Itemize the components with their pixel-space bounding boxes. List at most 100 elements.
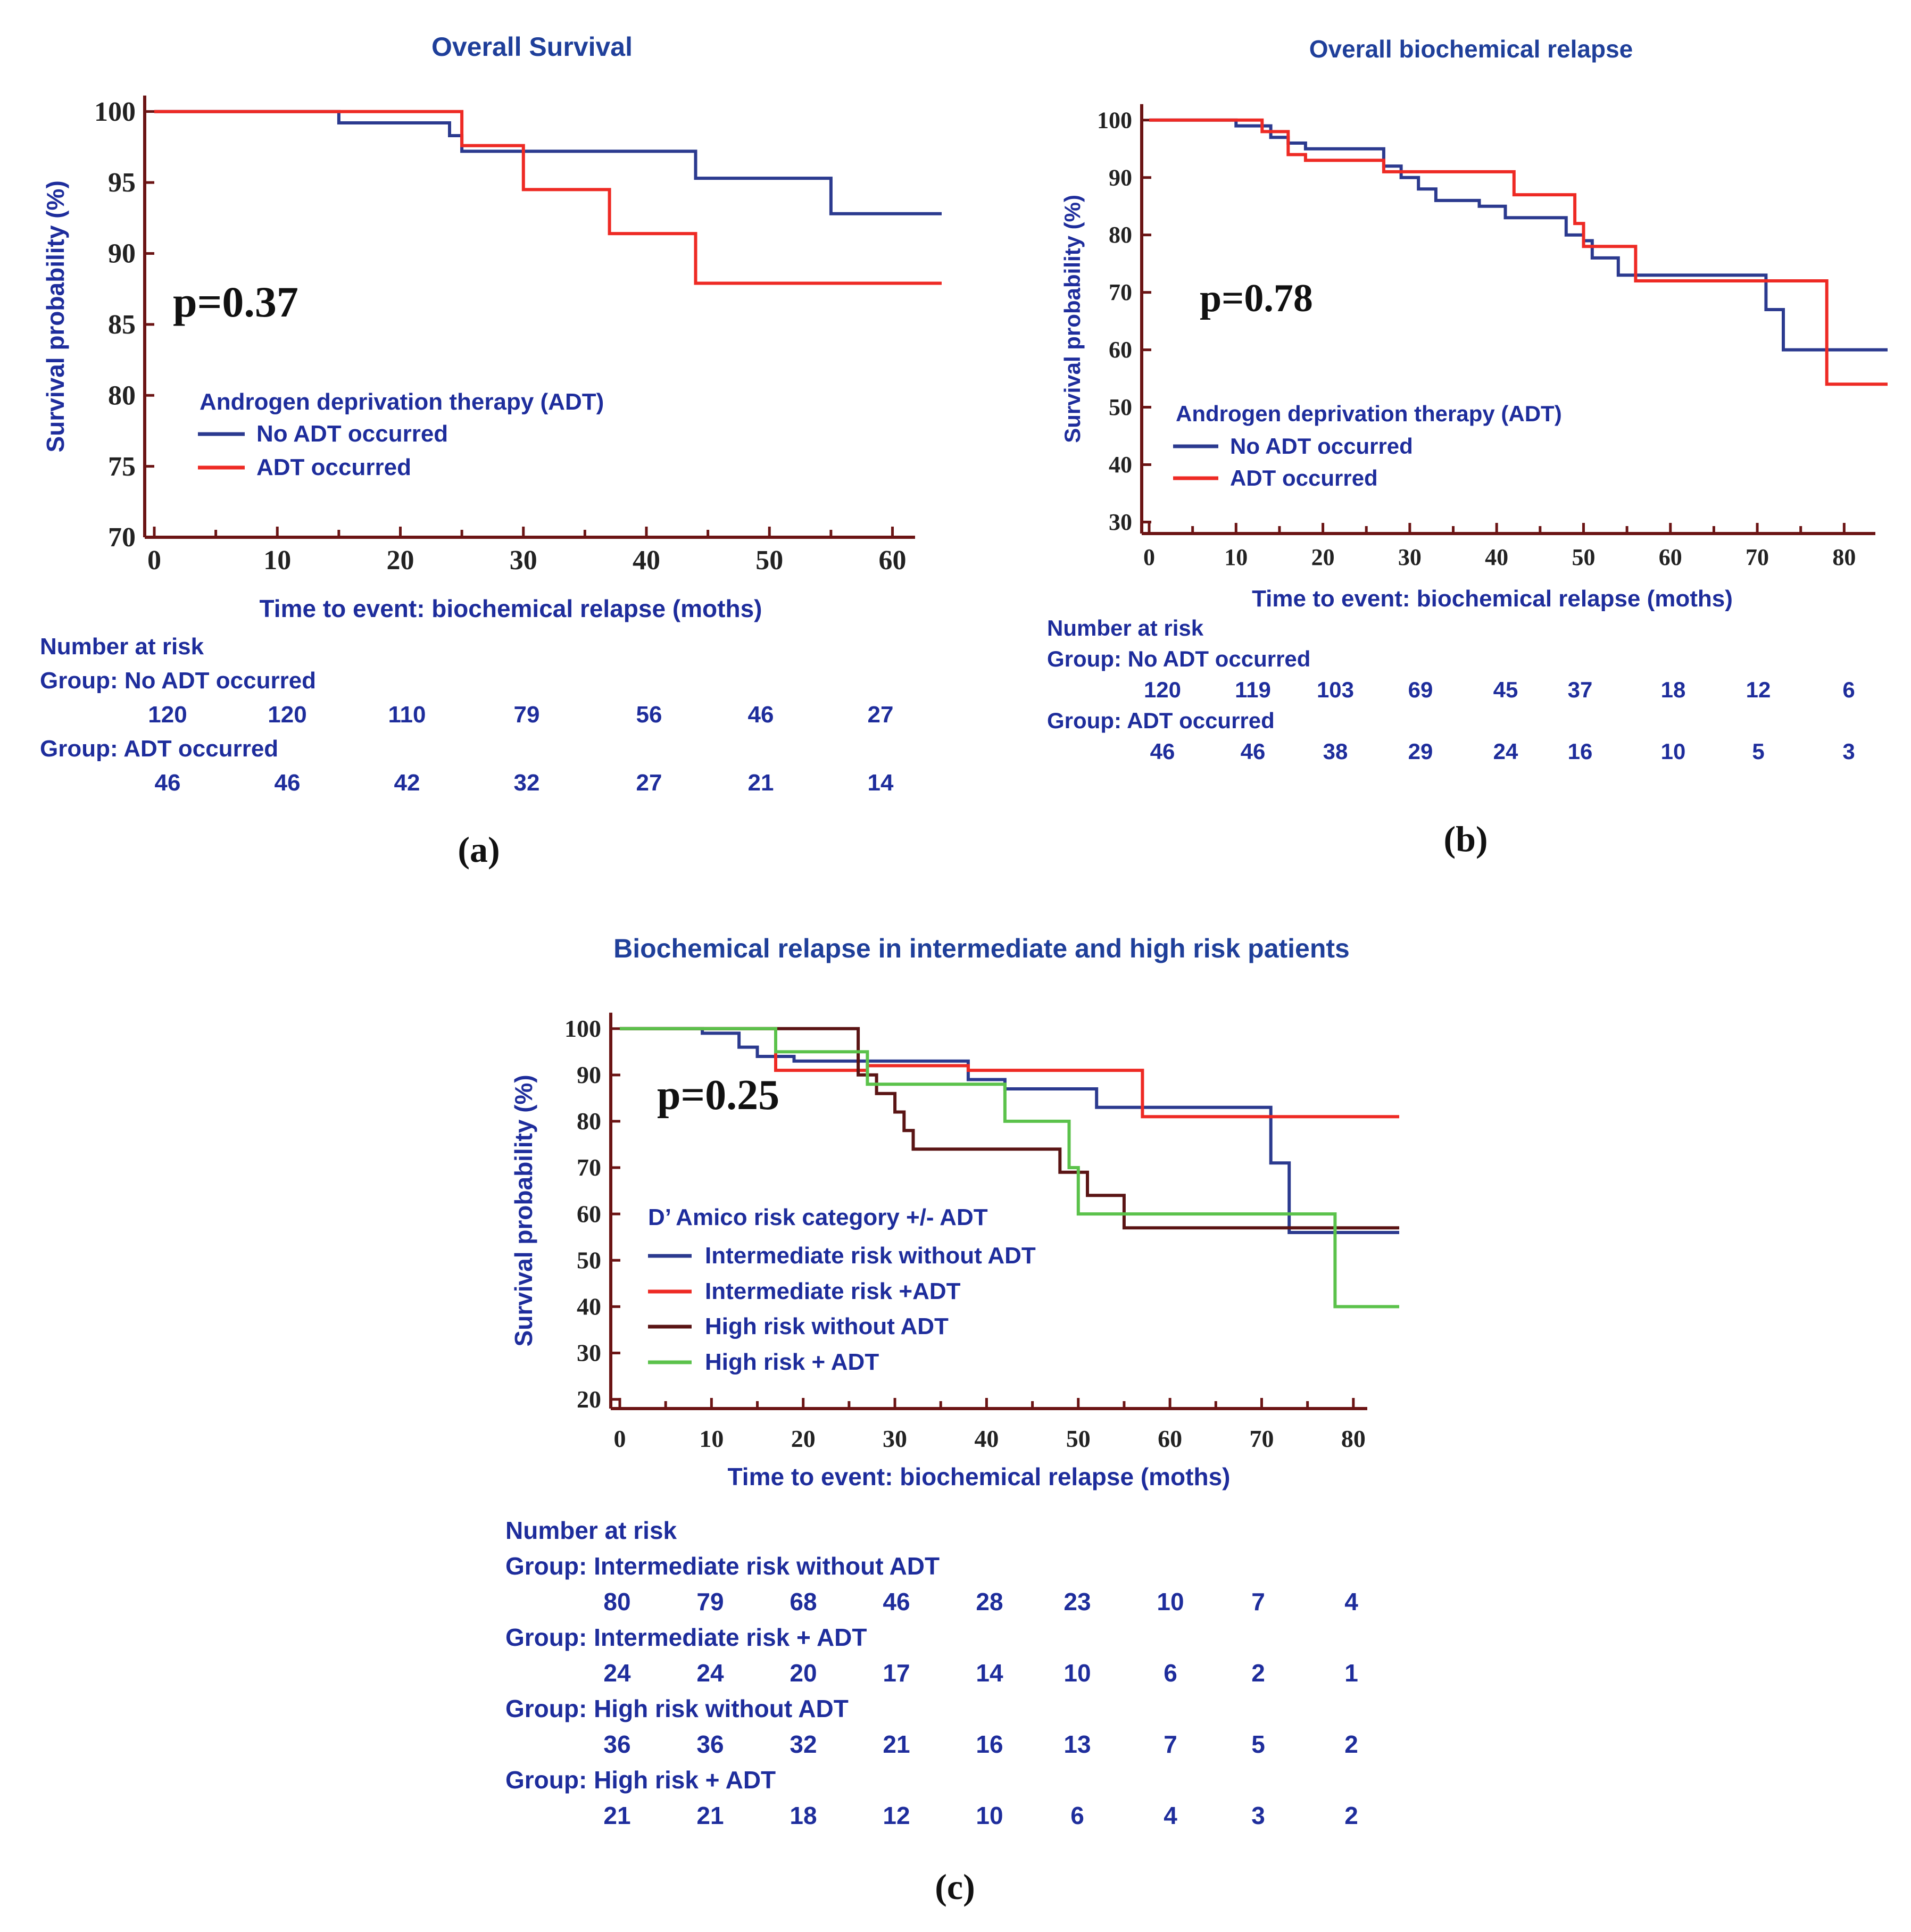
- risk-value: 103: [1317, 677, 1354, 702]
- risk-value: 7: [1164, 1730, 1177, 1758]
- risk-value: 3: [1251, 1802, 1265, 1829]
- risk-value: 42: [394, 770, 420, 796]
- risk-value: 10: [1157, 1588, 1184, 1615]
- risk-value: 23: [1063, 1588, 1091, 1615]
- risk-value: 6: [1164, 1659, 1177, 1687]
- y-tick-label: 70: [1109, 279, 1132, 305]
- risk-group-label: Group: High risk + ADT: [505, 1766, 776, 1794]
- risk-group-label: Group: ADT occurred: [1047, 708, 1275, 733]
- risk-value: 79: [514, 702, 540, 728]
- risk-value: 1: [1344, 1659, 1358, 1687]
- x-tick-label: 30: [510, 545, 537, 576]
- risk-value: 24: [1493, 739, 1518, 764]
- x-axis-label-a: Time to event: biochemical relapse (moth…: [260, 595, 762, 622]
- y-tick-label: 90: [108, 239, 136, 269]
- risk-value: 2: [1251, 1659, 1265, 1687]
- risk-value: 120: [1144, 677, 1181, 702]
- x-tick-label: 50: [1066, 1425, 1091, 1452]
- x-tick-label: 10: [699, 1425, 724, 1452]
- risk-value: 17: [883, 1659, 910, 1687]
- x-tick-label: 60: [879, 545, 907, 576]
- risk-value: 46: [1241, 739, 1266, 764]
- risk-value: 119: [1235, 677, 1271, 702]
- risk-value: 29: [1408, 739, 1433, 764]
- x-tick-label: 50: [1572, 544, 1595, 570]
- legend-entry: Intermediate risk without ADT: [705, 1243, 1036, 1269]
- risk-value: 56: [636, 702, 662, 728]
- risk-value: 16: [976, 1730, 1003, 1758]
- x-tick-label: 20: [387, 545, 414, 576]
- risk-group-label: Group: Intermediate risk + ADT: [505, 1623, 867, 1651]
- y-tick-label: 40: [1109, 452, 1132, 478]
- x-axis-label-c: Time to event: biochemical relapse (moth…: [728, 1463, 1231, 1490]
- chart-title-c: Biochemical relapse in intermediate and …: [613, 934, 1350, 963]
- y-tick-label: 50: [1109, 394, 1132, 420]
- x-tick-label: 30: [1398, 544, 1422, 570]
- y-axis-label-a: Survival probability (%): [41, 180, 69, 452]
- risk-value: 6: [1070, 1802, 1084, 1829]
- panel-caption-a: (a): [458, 829, 500, 870]
- x-tick-label: 20: [1311, 544, 1335, 570]
- p-value-a: p=0.37: [173, 278, 298, 326]
- x-tick-label: 60: [1659, 544, 1682, 570]
- risk-value: 80: [603, 1588, 630, 1615]
- legend-entry: High risk without ADT: [705, 1313, 949, 1339]
- y-tick-label: 60: [577, 1200, 601, 1227]
- chart-panel-b: Overall biochemical relapse3040506070809…: [1047, 35, 1888, 859]
- risk-value: 18: [790, 1802, 817, 1829]
- series-line-c-0: [620, 1027, 1399, 1234]
- risk-value: 110: [388, 702, 426, 728]
- risk-value: 24: [603, 1659, 631, 1687]
- legend-title-c: D’ Amico risk category +/- ADT: [648, 1204, 988, 1230]
- legend-title-b: Androgen deprivation therapy (ADT): [1176, 401, 1562, 426]
- legend-title-a: Androgen deprivation therapy (ADT): [200, 389, 604, 415]
- risk-value: 24: [696, 1659, 724, 1687]
- legend-entry: High risk + ADT: [705, 1349, 879, 1375]
- legend-entry: ADT occurred: [256, 454, 411, 480]
- risk-value: 46: [883, 1588, 910, 1615]
- y-tick-label: 90: [577, 1061, 601, 1088]
- x-tick-label: 50: [755, 545, 783, 576]
- x-tick-label: 40: [633, 545, 660, 576]
- risk-value: 27: [868, 702, 894, 728]
- risk-value: 120: [268, 702, 306, 728]
- y-tick-label: 75: [108, 452, 136, 482]
- risk-value: 3: [1842, 739, 1855, 764]
- risk-group-label: Group: Intermediate risk without ADT: [505, 1552, 940, 1580]
- x-tick-label: 80: [1832, 544, 1856, 570]
- risk-value: 2: [1344, 1730, 1358, 1758]
- risk-value: 38: [1323, 739, 1348, 764]
- risk-value: 5: [1251, 1730, 1265, 1758]
- risk-value: 14: [976, 1659, 1003, 1687]
- y-tick-label: 30: [1109, 509, 1132, 535]
- y-tick-label: 95: [108, 168, 136, 198]
- risk-group-label: Group: High risk without ADT: [505, 1695, 849, 1722]
- y-tick-label: 20: [577, 1386, 601, 1413]
- risk-value: 10: [1063, 1659, 1091, 1687]
- risk-value: 12: [883, 1802, 910, 1829]
- series-line-a-1: [154, 110, 942, 285]
- risk-value: 69: [1408, 677, 1433, 702]
- risk-value: 45: [1493, 677, 1518, 702]
- risk-value: 46: [155, 770, 181, 796]
- p-value-c: p=0.25: [657, 1072, 779, 1119]
- risk-value: 37: [1568, 677, 1593, 702]
- risk-value: 20: [790, 1659, 817, 1687]
- y-tick-label: 70: [108, 522, 136, 553]
- risk-value: 4: [1344, 1588, 1358, 1615]
- x-tick-label: 0: [1143, 544, 1155, 570]
- chart-title-b: Overall biochemical relapse: [1309, 35, 1633, 63]
- risk-value: 36: [603, 1730, 630, 1758]
- risk-value: 28: [976, 1588, 1003, 1615]
- risk-value: 13: [1063, 1730, 1091, 1758]
- y-tick-label: 90: [1109, 164, 1132, 190]
- risk-value: 68: [790, 1588, 817, 1615]
- risk-value: 21: [883, 1730, 910, 1758]
- risk-group-label: Group: No ADT occurred: [1047, 646, 1310, 671]
- y-tick-label: 40: [577, 1293, 601, 1320]
- y-tick-label: 70: [577, 1154, 601, 1181]
- risk-value: 36: [696, 1730, 724, 1758]
- risk-value: 27: [636, 770, 662, 796]
- x-axis-label-b: Time to event: biochemical relapse (moth…: [1252, 586, 1733, 612]
